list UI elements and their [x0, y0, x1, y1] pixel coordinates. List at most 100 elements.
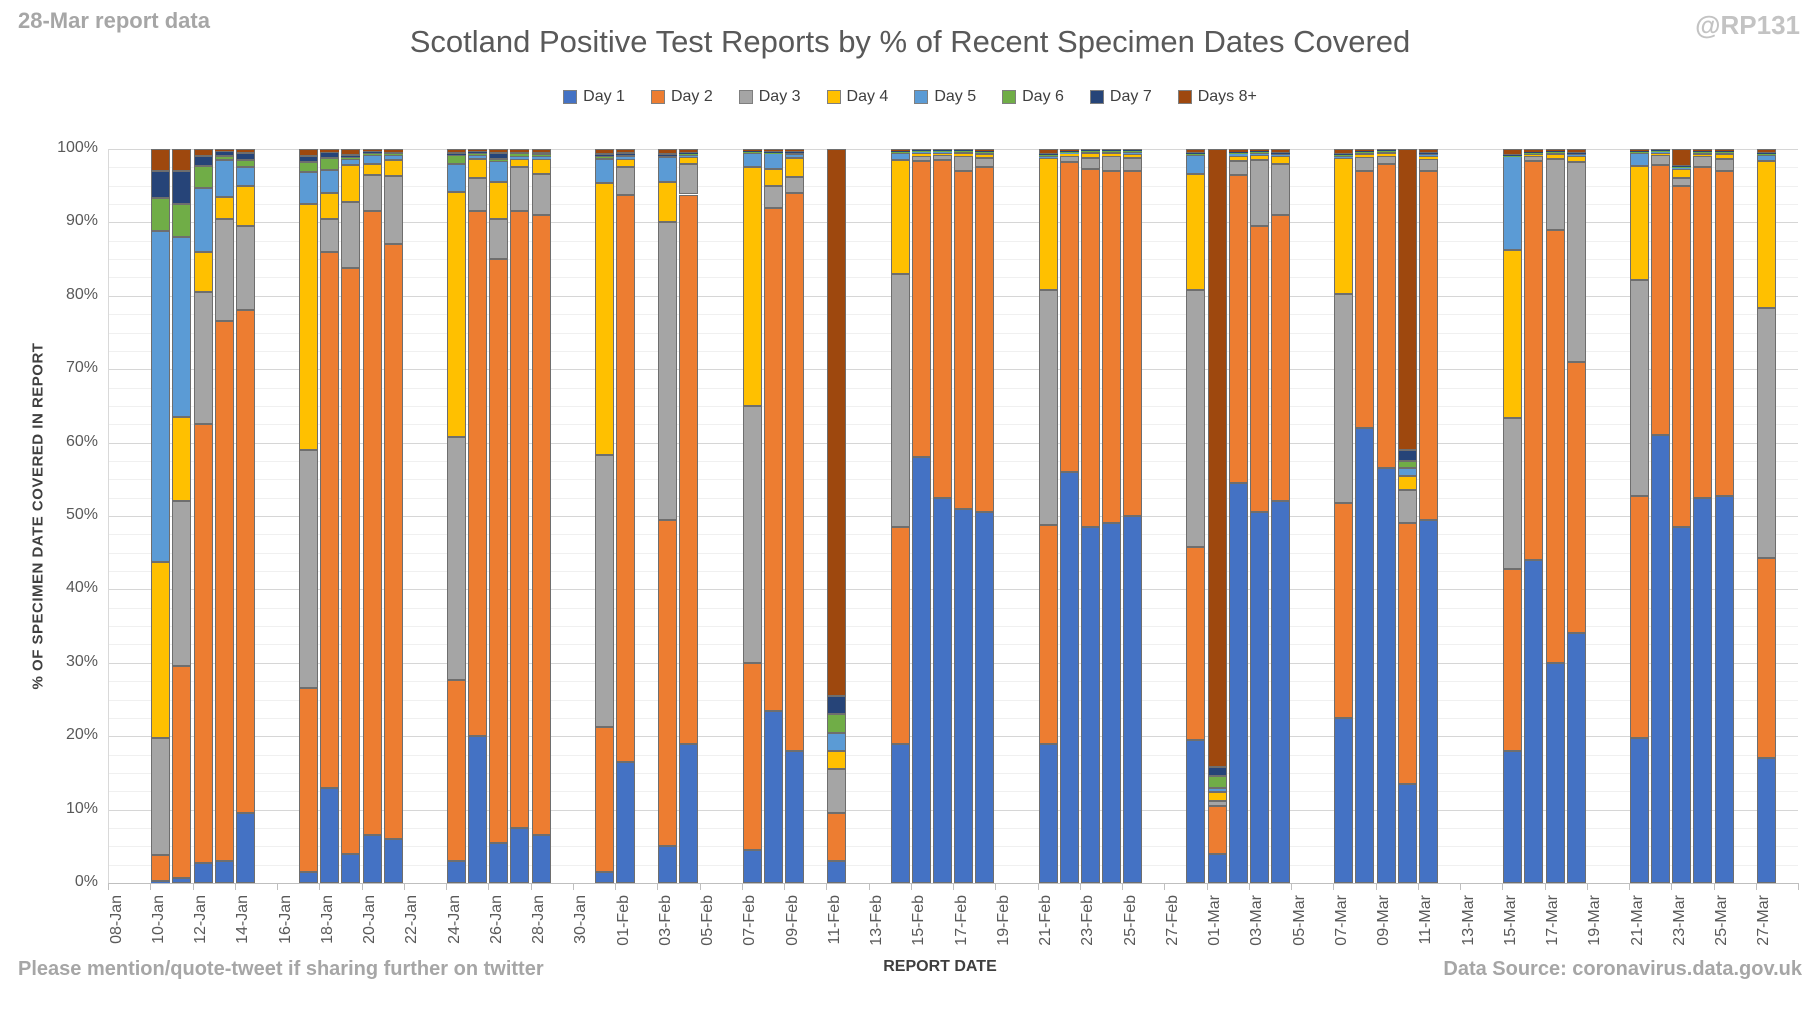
bar-segment-day-5 [531, 155, 551, 159]
bar-segment-day-2 [1630, 496, 1650, 739]
bar-segment-day-5 [193, 187, 213, 252]
x-tick-label: 03-Feb [657, 895, 679, 973]
bar-segment-day-1 [383, 838, 403, 883]
x-tick-label: 09-Mar [1375, 895, 1397, 973]
bar-segment-day-7 [1524, 151, 1544, 153]
bar-segment-days-8- [1545, 149, 1565, 152]
bar-segment-day-6 [1397, 460, 1417, 469]
bar-segment-days-8- [193, 149, 213, 157]
bar-segment-day-1 [1186, 739, 1206, 883]
bar-segment-day-6 [383, 153, 403, 155]
bar-segment-day-4 [658, 182, 678, 223]
bar-segment-day-7 [235, 152, 255, 160]
bar-segment-day-2 [594, 726, 614, 872]
bar-segment-day-1 [1228, 482, 1248, 883]
bar-segment-day-2 [1334, 502, 1354, 718]
legend-swatch-icon [1002, 90, 1017, 104]
x-tick-label-text: 01-Feb [614, 895, 632, 946]
bar-segment-day-4 [1376, 153, 1396, 156]
bar-segment-day-3 [1038, 289, 1058, 525]
bar-segment-day-4 [235, 185, 255, 227]
bar-segment-day-2 [1397, 523, 1417, 784]
bar-segment-day-3 [362, 174, 382, 212]
bar-segment-day-6 [658, 155, 678, 158]
bar-segment-day-2 [1228, 174, 1248, 483]
bar-segment-day-5 [383, 154, 403, 160]
bar-segment-days-8- [785, 149, 805, 152]
bar-segment-day-5 [1059, 152, 1079, 154]
bar-segment-day-6 [742, 151, 762, 153]
bar-segment-day-6 [214, 156, 234, 160]
x-axis-tickmark [1079, 883, 1081, 890]
bar-segment-day-5 [1270, 154, 1290, 157]
bar-segment-day-4 [510, 158, 530, 168]
bar-segment-day-7 [1651, 150, 1671, 152]
gridline-major [108, 295, 1798, 297]
bar-segment-day-1 [1123, 516, 1143, 883]
bar-segment-days-8- [1693, 149, 1713, 152]
bar-segment-day-5 [362, 154, 382, 164]
bar-segment-day-6 [468, 152, 488, 155]
gridline-minor [108, 846, 1798, 848]
bar-segment-days-8- [1630, 149, 1650, 152]
x-tick-label-text: 25-Mar [1713, 895, 1731, 946]
bar-segment-day-6 [1270, 153, 1290, 155]
bar-segment-day-7 [1123, 150, 1143, 152]
x-axis-tickmark [446, 883, 447, 890]
bar-segment-days-8- [827, 149, 847, 696]
x-tick-label-text: 30-Jan [572, 895, 590, 944]
x-tick-label: 01-Feb [615, 895, 637, 973]
bar-segment-day-2 [1651, 165, 1671, 436]
bar-segment-day-6 [616, 154, 636, 157]
bar-segment-day-3 [1566, 162, 1586, 362]
gridline-major [108, 589, 1798, 591]
bar-segment-days-8- [975, 149, 995, 152]
x-tick-label-text: 24-Jan [445, 895, 463, 944]
bar-segment-day-6 [193, 165, 213, 188]
bar-segment-day-2 [1566, 361, 1586, 634]
bar-segment-day-5 [679, 154, 699, 158]
bar-segment-day-7 [172, 171, 192, 205]
bar-segment-day-5 [1186, 154, 1206, 174]
bar-segment-day-1 [468, 736, 488, 883]
bar-segment-day-2 [932, 160, 952, 498]
bar-segment-day-6 [1228, 152, 1248, 154]
bar-segment-day-1 [510, 827, 530, 883]
bar-segment-day-6 [975, 151, 995, 153]
bar-segment-day-7 [1207, 767, 1227, 776]
legend-label: Day 3 [758, 88, 801, 105]
x-axis-tickmark [1375, 883, 1377, 890]
bar-segment-day-6 [510, 153, 530, 157]
bar-segment-day-6 [1376, 151, 1396, 152]
bar-segment-day-2 [214, 321, 234, 861]
bar-segment-day-5 [1630, 152, 1650, 166]
bar-segment-day-2 [1756, 557, 1776, 759]
bar-segment-days-8- [468, 149, 488, 152]
bar-segment-day-3 [616, 167, 636, 196]
bar-segment-day-5 [1672, 167, 1692, 169]
gridline-major [108, 222, 1798, 224]
legend-swatch-icon [1177, 90, 1192, 104]
bar-segment-day-2 [911, 161, 931, 458]
bar-segment-day-2 [763, 207, 783, 711]
legend-item-day-7: Day 7 [1089, 88, 1152, 106]
y-tick-label: 30% [65, 652, 98, 670]
bar-segment-day-7 [299, 156, 319, 163]
bar-segment-day-4 [299, 204, 319, 450]
legend-item-days-8-: Days 8+ [1177, 88, 1257, 106]
bar-segment-day-7 [214, 151, 234, 157]
bar-segment-day-3 [679, 163, 699, 195]
gridline-minor [108, 314, 1798, 316]
bar-segment-day-2 [1418, 171, 1438, 520]
x-axis-tickmark [403, 883, 405, 890]
gridline-minor [108, 405, 1798, 407]
legend-label: Days 8+ [1197, 88, 1257, 105]
x-tick-label: 07-Mar [1333, 895, 1355, 973]
bar-segment-day-3 [1228, 160, 1248, 175]
bar-segment-day-7 [1693, 151, 1713, 152]
bar-segment-day-4 [214, 196, 234, 219]
bar-segment-day-1 [362, 835, 382, 883]
bar-segment-day-5 [341, 158, 361, 166]
gridline-minor [108, 552, 1798, 554]
bar-segment-day-7 [890, 151, 910, 152]
